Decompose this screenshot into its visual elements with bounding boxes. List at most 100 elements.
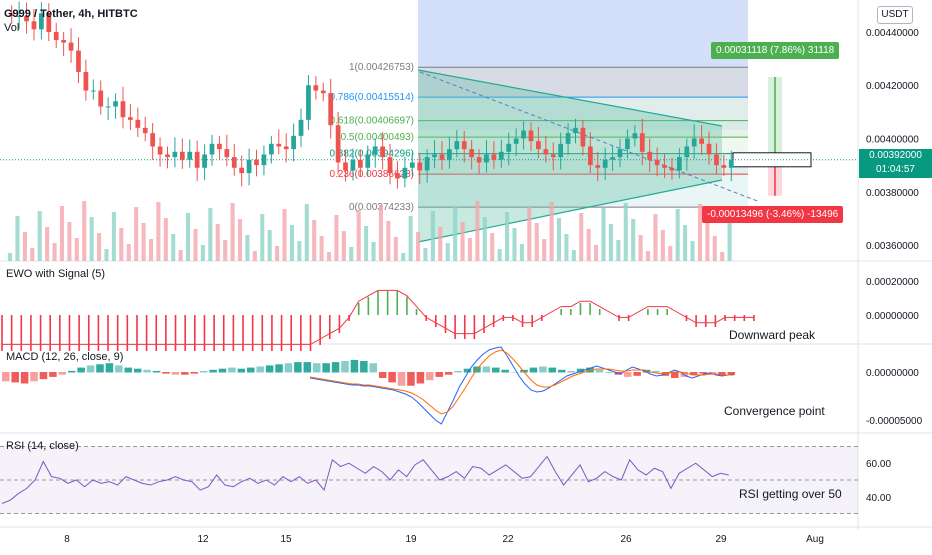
macd-histogram-bar — [539, 366, 547, 373]
candle-body — [179, 151, 185, 160]
candle-body — [365, 154, 371, 168]
candle-body — [454, 141, 460, 150]
volume-bar — [445, 243, 450, 261]
candle-body — [61, 39, 67, 43]
volume-bar — [163, 218, 168, 261]
macd-histogram-bar — [171, 372, 180, 375]
volume-bar — [237, 219, 243, 261]
candle-body — [350, 159, 356, 171]
candle-body — [461, 141, 467, 150]
candle-body — [602, 159, 608, 168]
macd-label: MACD (12, 26, close, 9) — [6, 351, 124, 363]
volume-bar — [505, 212, 510, 261]
volume-bar — [571, 250, 576, 261]
macd-histogram-bar — [105, 363, 114, 373]
volume-bar — [608, 224, 613, 261]
volume-bar — [401, 253, 406, 261]
candle-body — [706, 143, 712, 155]
macd-histogram-bar — [718, 372, 726, 376]
rsi-line — [1, 455, 729, 504]
symbol-title: G999 / Tether, 4h, HITBTC — [4, 8, 138, 20]
volume-bar — [22, 232, 27, 261]
macd-histogram-bar — [378, 372, 387, 378]
candle-body — [647, 151, 653, 160]
macd-histogram-bar — [426, 372, 434, 381]
candle-body — [684, 146, 690, 158]
macd-histogram-bar — [652, 370, 660, 373]
volume-bar — [15, 216, 20, 261]
candle-body — [521, 130, 526, 139]
volume-bar — [423, 248, 428, 261]
volume-bar — [52, 243, 57, 261]
time-axis-label: Aug — [806, 534, 824, 545]
volume-bar — [453, 206, 458, 261]
macd-histogram-bar — [595, 369, 604, 373]
candle-body — [573, 127, 578, 134]
candle-body — [39, 13, 44, 30]
volume-bar — [282, 209, 287, 261]
volume-bar — [408, 216, 413, 261]
price-axis-label: 0.00440000 — [866, 28, 919, 39]
candle-body — [98, 90, 104, 107]
macd-histogram-bar — [331, 362, 340, 373]
macd-histogram-bar — [256, 366, 264, 373]
volume-bar — [82, 201, 87, 261]
volume-bar — [668, 246, 673, 261]
volume-bar — [653, 214, 658, 261]
macd-histogram-bar — [96, 364, 104, 373]
volume-bar — [527, 207, 532, 261]
loss-label: -0.00013496 (-3.46%) -13496 — [702, 206, 844, 223]
macd-annotation: Convergence point — [724, 404, 825, 418]
rsi-axis-label: 60.00 — [866, 459, 891, 470]
macd-histogram-bar — [67, 370, 76, 373]
macd-histogram-bar — [482, 366, 491, 373]
macd-histogram-bar — [2, 372, 10, 382]
rsi-axis-label: 40.00 — [866, 493, 891, 504]
candle-body — [16, 15, 22, 17]
candle-body — [313, 85, 319, 91]
volume-bar — [705, 220, 710, 261]
macd-axis-label: -0.00005000 — [866, 416, 923, 427]
volume-bar — [97, 233, 102, 261]
candle-body — [135, 119, 141, 128]
volume-bar — [482, 217, 487, 261]
candle-body — [328, 93, 334, 126]
volume-bar — [223, 240, 228, 261]
volume-bar — [312, 220, 317, 261]
candle-body — [372, 146, 378, 155]
candle-body — [550, 154, 556, 158]
macd-histogram-bar — [548, 367, 557, 373]
candle-body — [506, 143, 512, 152]
macd-histogram-bar — [265, 365, 274, 373]
macd-histogram-bar — [218, 368, 227, 373]
time-axis-label: 19 — [405, 534, 417, 545]
candle-body — [402, 167, 408, 179]
volume-bar — [697, 204, 702, 261]
volume-bar — [200, 245, 205, 261]
candle-body — [217, 143, 222, 150]
currency-button[interactable]: USDT — [877, 6, 913, 24]
volume-bar — [364, 226, 369, 261]
current-price-value: 0.00392000 — [869, 150, 922, 161]
candle-body — [580, 127, 586, 147]
volume-bar — [230, 203, 235, 261]
macd-histogram-bar — [623, 372, 632, 377]
volume-bar — [586, 229, 591, 261]
macd-histogram-bar — [369, 363, 378, 373]
macd-histogram-bar — [501, 369, 509, 373]
volume-bar — [660, 230, 665, 261]
macd-histogram-bar — [143, 369, 151, 373]
candle-body — [714, 154, 719, 166]
macd-histogram-bar — [633, 372, 641, 376]
macd-histogram-bar — [162, 372, 170, 374]
candle-body — [224, 149, 230, 158]
volume-bar — [171, 234, 176, 261]
volume-bar — [252, 251, 257, 261]
ewo-axis-label: 0.00020000 — [866, 277, 919, 288]
volume-bar — [289, 225, 294, 261]
macd-histogram-bar — [444, 372, 453, 375]
volume-bar — [89, 217, 94, 261]
candle-body — [395, 173, 400, 179]
volume-bar — [297, 241, 302, 261]
